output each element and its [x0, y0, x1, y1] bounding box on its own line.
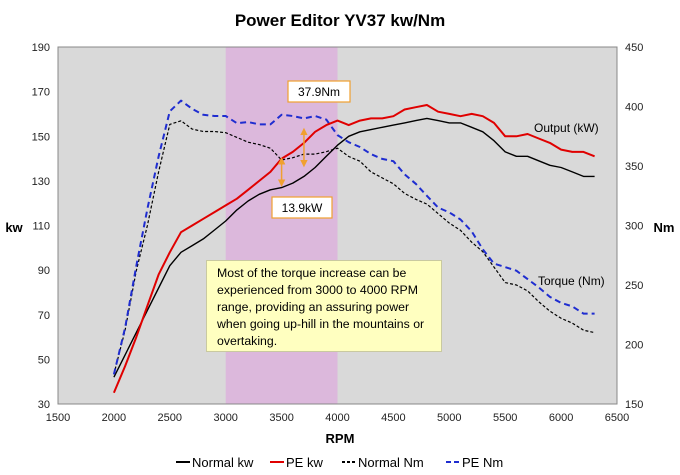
right-tick-label: 150: [625, 399, 643, 411]
series-lines: [112, 99, 595, 394]
x-tick-label: 5500: [493, 412, 517, 424]
x-tick-label: 4500: [381, 412, 405, 424]
legend-label-pe-nm: PE Nm: [462, 455, 503, 470]
left-tick-label: 110: [32, 221, 50, 233]
left-axis-ticks: 30 50 70 90 110 130 150 170 190: [32, 42, 50, 411]
series-line-pe-nm: [112, 99, 595, 375]
x-tick-label: 6500: [605, 412, 629, 424]
torque-callout-label: 37.9Nm: [298, 85, 340, 99]
left-tick-label: 170: [32, 87, 50, 99]
right-tick-label: 300: [625, 221, 643, 233]
power-callout-box: [271, 196, 333, 219]
right-tick-label: 350: [625, 161, 643, 173]
legend: Normal kw PE kw Normal Nm PE Nm: [176, 455, 503, 470]
torque-callout-box: [287, 80, 351, 103]
chart-title: Power Editor YV37 kw/Nm: [235, 11, 445, 30]
series-line-normal-nm: [113, 120, 595, 375]
right-axis-ticks: 150 200 250 300 350 400 450: [625, 42, 643, 411]
left-tick-label: 150: [32, 131, 50, 143]
callout-arrows: [277, 127, 308, 187]
x-tick-label: 6000: [549, 412, 573, 424]
series-line-pe-kw: [112, 104, 595, 394]
right-axis-label: Nm: [654, 220, 675, 235]
power-callout-label: 13.9kW: [282, 201, 323, 215]
x-tick-label: 2000: [102, 412, 126, 424]
output-series-label: Output (kW): [534, 121, 599, 135]
x-axis-label: RPM: [326, 431, 355, 446]
right-tick-label: 200: [625, 340, 643, 352]
x-tick-label: 1500: [46, 412, 70, 424]
x-axis-ticks: 1500 2000 2500 3000 3500 4000 4500 5000 5500 6000…: [46, 412, 629, 424]
x-tick-label: 3500: [269, 412, 293, 424]
series-line-normal-kw: [113, 117, 595, 378]
plot-frame: [57, 46, 618, 405]
right-tick-label: 400: [625, 102, 643, 114]
x-tick-label: 2500: [158, 412, 182, 424]
left-tick-label: 130: [32, 176, 50, 188]
x-tick-label: 4000: [325, 412, 349, 424]
x-tick-label: 3000: [213, 412, 237, 424]
x-tick-label: 5000: [437, 412, 461, 424]
left-tick-label: 190: [32, 42, 50, 54]
left-tick-label: 70: [38, 310, 50, 322]
left-tick-label: 30: [38, 399, 50, 411]
torque-note: Most of the torque increase can be exper…: [206, 260, 442, 352]
left-tick-label: 90: [38, 265, 50, 277]
torque-series-label: Torque (Nm): [538, 274, 605, 288]
legend-label-normal-nm: Normal Nm: [358, 455, 424, 470]
legend-label-normal-kw: Normal kw: [192, 455, 254, 470]
right-tick-label: 250: [625, 280, 643, 292]
left-tick-label: 50: [38, 354, 50, 366]
left-axis-label: kw: [5, 220, 23, 235]
right-tick-label: 450: [625, 42, 643, 54]
legend-label-pe-kw: PE kw: [286, 455, 323, 470]
